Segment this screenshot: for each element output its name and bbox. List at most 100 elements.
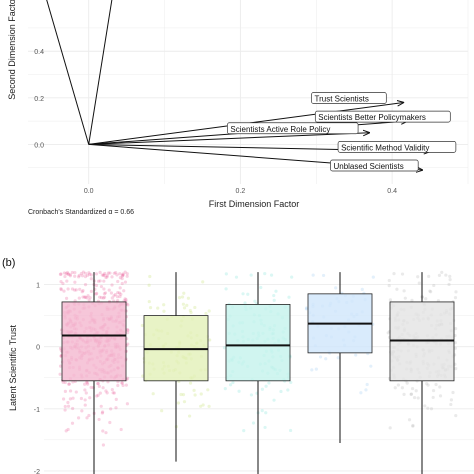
jitter-point — [289, 380, 293, 385]
jitter-point — [99, 284, 104, 289]
jitter-point — [83, 275, 88, 279]
jitter-point — [425, 382, 429, 386]
jitter-point — [388, 298, 393, 302]
jitter-point — [148, 306, 153, 310]
jitter-point — [206, 388, 210, 392]
jitter-point — [223, 387, 227, 391]
boxplot-y-tick-3: -2 — [34, 469, 40, 474]
jitter-point — [89, 289, 93, 293]
jitter-point — [249, 273, 253, 277]
jitter-point — [81, 270, 85, 274]
jitter-point — [109, 291, 114, 295]
biplot-y-tick-0: 0.0 — [34, 142, 44, 149]
jitter-point — [79, 272, 83, 276]
jitter-point — [70, 287, 75, 291]
jitter-point — [122, 289, 126, 293]
jitter-point — [101, 386, 105, 390]
jitter-point — [114, 271, 118, 275]
jitter-point — [63, 408, 67, 412]
jitter-point — [400, 386, 404, 390]
jitter-point — [402, 392, 406, 396]
boxplot-y-tick-2: -1 — [34, 407, 40, 414]
jitter-point — [182, 400, 187, 404]
jitter-point — [110, 387, 114, 392]
jitter-point — [311, 273, 315, 277]
jitter-point — [98, 295, 102, 299]
jitter-point — [68, 274, 72, 278]
jitter-point — [80, 290, 84, 294]
loading-vector-0 — [46, 0, 90, 145]
jitter-point — [106, 271, 111, 275]
jitter-point — [267, 381, 271, 385]
jitter-point — [365, 382, 369, 387]
jitter-point — [424, 297, 428, 301]
jitter-point — [73, 274, 77, 278]
jitter-point — [438, 394, 443, 398]
jitter-point — [449, 398, 454, 402]
jitter-point — [222, 346, 227, 350]
jitter-point — [110, 296, 114, 300]
jitter-point — [434, 382, 438, 387]
jitter-point — [96, 381, 100, 386]
jitter-point — [260, 387, 264, 391]
jitter-point — [59, 272, 63, 276]
loading-vector-4 — [88, 133, 370, 145]
jitter-point — [105, 391, 109, 395]
jitter-point — [334, 286, 338, 290]
jitter-point — [61, 397, 66, 401]
jitter-point — [392, 272, 396, 276]
jitter-point — [102, 287, 106, 291]
jitter-point — [98, 391, 102, 395]
jitter-point — [405, 381, 409, 385]
boxplot-y-axis-label: Latent Scientific Trust — [8, 324, 18, 411]
jitter-point — [121, 273, 125, 277]
jitter-point — [393, 386, 397, 390]
jitter-point — [286, 388, 290, 392]
jitter-point — [94, 292, 98, 296]
jitter-point — [231, 380, 235, 385]
jitter-point — [207, 309, 211, 313]
jitter-point — [73, 270, 77, 275]
jitter-point — [66, 427, 70, 432]
jitter-point — [318, 355, 323, 359]
jitter-point — [119, 427, 123, 432]
jitter-point — [62, 271, 67, 275]
jitter-point — [453, 341, 457, 345]
jitter-point — [112, 294, 116, 298]
jitter-point — [101, 410, 105, 414]
biplot-y-tick-1: 0.2 — [34, 96, 44, 103]
jitter-point — [63, 389, 67, 393]
jitter-point — [113, 293, 117, 297]
jitter-point — [181, 302, 186, 306]
jitter-point — [360, 287, 364, 291]
jitter-point — [77, 273, 81, 278]
jitter-point — [66, 272, 71, 276]
jitter-point — [66, 400, 70, 405]
jitter-point — [120, 381, 124, 385]
jitter-point — [448, 278, 452, 282]
jitter-point — [359, 391, 363, 395]
jitter-point — [74, 390, 78, 394]
jitter-point — [201, 280, 205, 284]
jitter-point — [83, 382, 87, 386]
jitter-point — [58, 272, 63, 276]
jitter-point — [124, 383, 129, 387]
jitter-point — [388, 426, 392, 430]
jitter-point — [436, 299, 441, 303]
jitter-point — [237, 389, 241, 393]
vector-label-6: Unblased Scientists — [333, 162, 403, 171]
boxplot-y-tick-0: 1 — [36, 283, 40, 290]
jitter-point — [99, 404, 103, 408]
jitter-point — [402, 289, 406, 293]
jitter-point — [120, 381, 124, 385]
jitter-point — [119, 292, 123, 296]
jitter-point — [431, 395, 435, 400]
jitter-point — [162, 309, 166, 313]
jitter-point — [272, 293, 276, 298]
jitter-point — [411, 423, 415, 428]
jitter-point — [192, 388, 196, 392]
jitter-point — [400, 272, 405, 276]
jitter-point — [182, 306, 187, 310]
jitter-point — [125, 274, 129, 278]
